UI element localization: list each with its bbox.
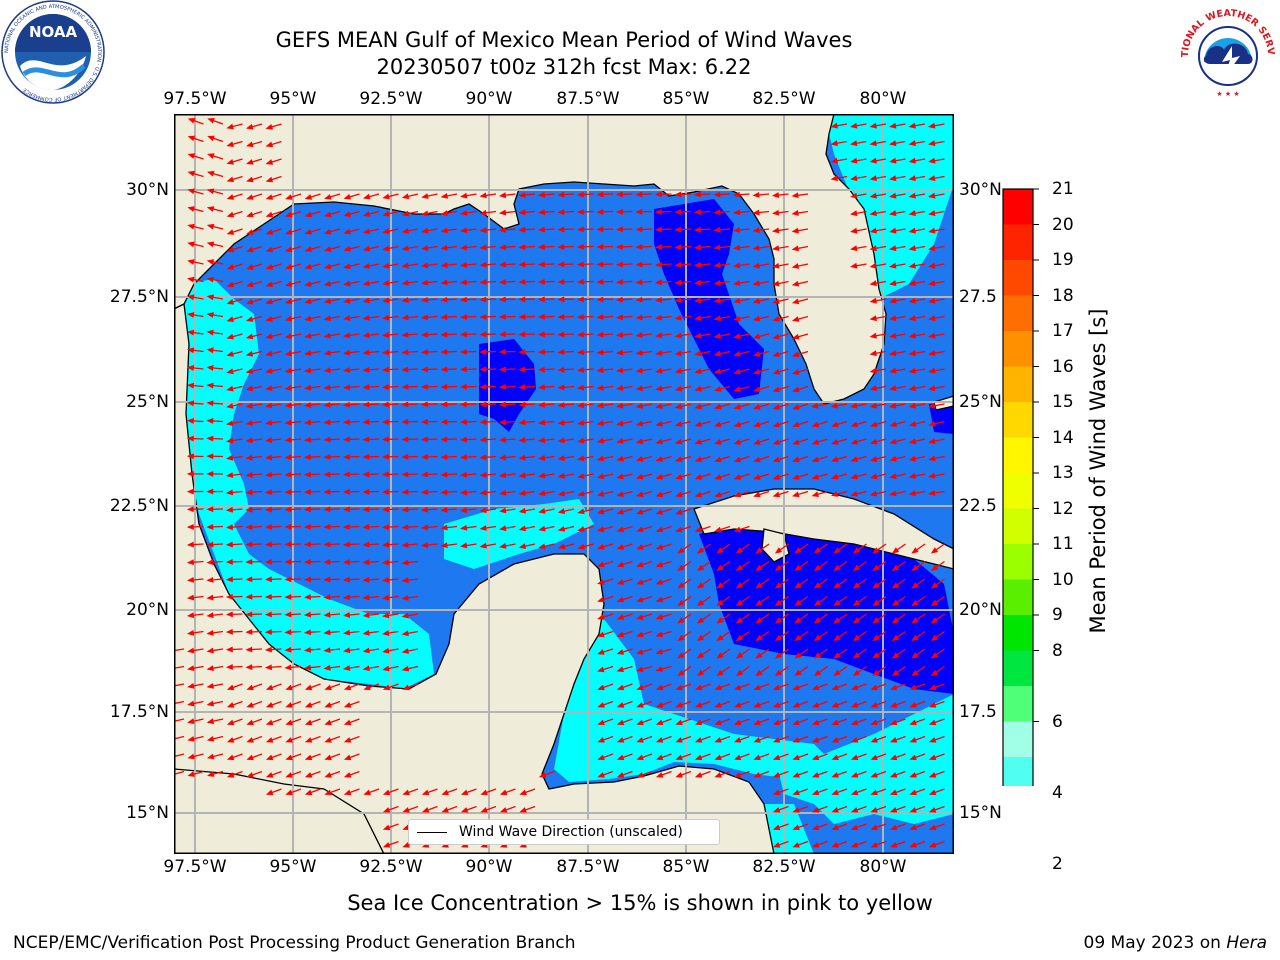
lat-right-tick-1: 27.5	[959, 287, 997, 307]
colorbar-segment	[1003, 579, 1033, 616]
lat-left-tick-2: 25°N	[126, 392, 169, 412]
lat-right-tick-3: 22.5	[959, 496, 997, 516]
noaa-logo: NOAA NATIONAL OCEANIC AND ATMOSPHERIC AD…	[1, 0, 105, 104]
colorbar-segment	[1003, 295, 1033, 332]
colorbar-segment	[1003, 615, 1033, 652]
lon-bot-tick-6: 82.5°W	[752, 857, 816, 877]
lon-bot-tick-2: 92.5°W	[359, 857, 423, 877]
graticule	[174, 114, 954, 854]
lon-bot-tick-5: 85°W	[662, 857, 710, 877]
colorbar-tick-20: 20	[1052, 214, 1074, 235]
colorbar-segment	[1003, 650, 1033, 687]
lat-left-tick-4: 20°N	[126, 600, 169, 620]
lat-right-tick-2: 25°N	[959, 392, 1002, 412]
colorbar-tick-17: 17	[1052, 321, 1074, 341]
svg-text:★ ★ ★: ★ ★ ★	[1216, 90, 1239, 98]
colorbar-tick-15: 15	[1052, 392, 1074, 412]
colorbar-tick-16: 16	[1052, 356, 1074, 377]
colorbar-segment	[1003, 544, 1033, 581]
colorbar-segment	[1003, 686, 1033, 723]
colorbar-tick-6: 6	[1052, 711, 1063, 732]
lon-top-tick-5: 85°W	[662, 89, 710, 109]
lon-bot-tick-7: 80°W	[859, 857, 907, 877]
map-frame	[174, 114, 954, 854]
colorbar-tick-9: 9	[1052, 605, 1063, 625]
colorbar-segment	[1003, 189, 1033, 226]
colorbar-segment	[1003, 437, 1033, 474]
lat-right-tick-4: 20°N	[959, 600, 1002, 620]
colorbar-tick-11: 11	[1052, 534, 1074, 554]
colorbar-tick-18: 18	[1052, 285, 1074, 306]
wind-wave-arrows	[174, 117, 945, 848]
colorbar	[1002, 188, 1039, 786]
lon-bot-tick-3: 90°W	[465, 857, 513, 877]
colorbar-segment	[1003, 260, 1033, 297]
colorbar-tick-19: 19	[1052, 250, 1074, 270]
lon-top-tick-3: 90°W	[465, 89, 513, 109]
legend-label: Wind Wave Direction (unscaled)	[459, 824, 683, 840]
colorbar-segment	[1003, 402, 1033, 439]
lon-top-tick-7: 80°W	[859, 89, 907, 109]
sea-ice-note: Sea Ice Concentration > 15% is shown in …	[347, 891, 933, 915]
lon-bot-tick-4: 87.5°W	[556, 857, 620, 877]
lon-top-tick-4: 87.5°W	[556, 89, 620, 109]
colorbar-segment	[1003, 331, 1033, 368]
colorbar-tick-14: 14	[1052, 427, 1074, 448]
lat-right-tick-0: 30°N	[959, 180, 1002, 200]
colorbar-tick-13: 13	[1052, 463, 1074, 483]
lon-top-tick-0: 97.5°W	[163, 89, 227, 109]
chart-subtitle: 20230507 t00z 312h fcst Max: 6.22	[376, 55, 752, 79]
colorbar-tick-12: 12	[1052, 498, 1074, 519]
colorbar-segment	[1003, 757, 1033, 786]
colorbar-tick-10: 10	[1052, 569, 1074, 590]
lat-right-tick-5: 17.5	[959, 702, 997, 722]
map-legend: Wind Wave Direction (unscaled)	[408, 819, 720, 845]
footer-credit: NCEP/EMC/Verification Post Processing Pr…	[13, 933, 576, 953]
lat-left-tick-3: 22.5°N	[109, 496, 169, 516]
lon-bot-tick-0: 97.5°W	[163, 857, 227, 877]
lat-left-tick-1: 27.5°N	[109, 287, 169, 307]
colorbar-segment	[1003, 224, 1033, 261]
chart-title: GEFS MEAN Gulf of Mexico Mean Period of …	[275, 28, 853, 52]
colorbar-tick-4: 4	[1052, 782, 1063, 803]
lat-left-tick-0: 30°N	[126, 180, 169, 200]
lat-left-tick-5: 17.5°N	[109, 702, 169, 722]
colorbar-tick-2: 2	[1052, 853, 1063, 874]
noaa-text: NOAA	[29, 23, 78, 41]
colorbar-label: Mean Period of Wind Waves [s]	[1086, 308, 1110, 634]
lat-left-tick-6: 15°N	[126, 803, 169, 823]
map-panel	[174, 114, 954, 854]
footer-date-text: 09 May 2023 on	[1083, 933, 1227, 953]
colorbar-segment	[1003, 473, 1033, 510]
colorbar-segment	[1003, 721, 1033, 758]
legend-line-sample	[417, 831, 447, 833]
lon-bot-tick-1: 95°W	[269, 857, 317, 877]
colorbar-tick-21: 21	[1052, 179, 1074, 199]
lat-right-tick-6: 15°N	[959, 803, 1002, 823]
nws-logo: NATIONAL WEATHER SERVICE ★ ★ ★	[1176, 0, 1276, 98]
lon-top-tick-2: 92.5°W	[359, 89, 423, 109]
colorbar-tick-8: 8	[1052, 640, 1063, 661]
footer-host: Hera	[1226, 933, 1267, 953]
colorbar-segment	[1003, 366, 1033, 403]
colorbar-segment	[1003, 508, 1033, 545]
lon-top-tick-1: 95°W	[269, 89, 317, 109]
lon-top-tick-6: 82.5°W	[752, 89, 816, 109]
footer-date: 09 May 2023 on Hera	[1084, 933, 1268, 953]
